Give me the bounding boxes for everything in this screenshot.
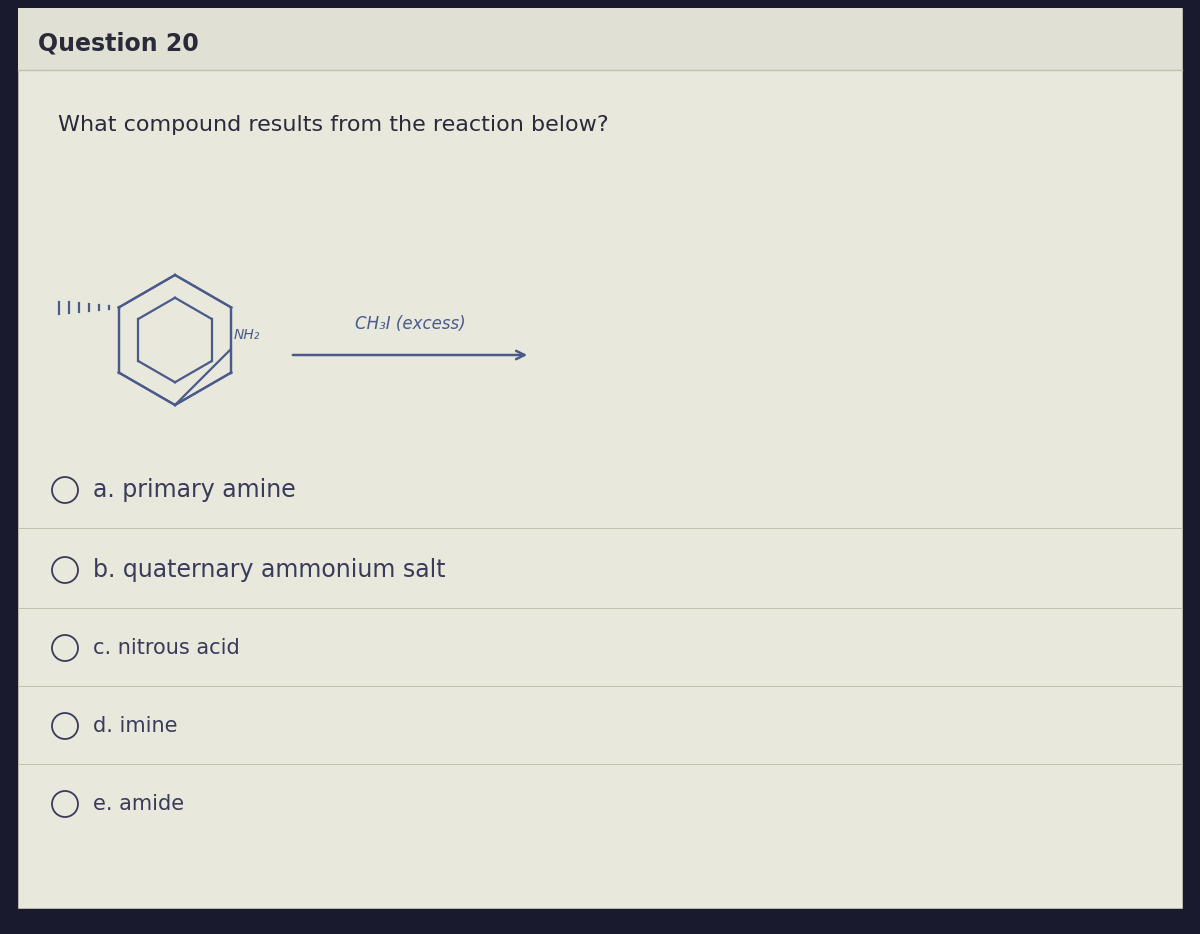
Text: CH₃I (excess): CH₃I (excess) [355,315,466,333]
Text: b. quaternary ammonium salt: b. quaternary ammonium salt [94,558,445,582]
Text: a. primary amine: a. primary amine [94,478,295,502]
FancyBboxPatch shape [18,8,1182,908]
Text: NH₂: NH₂ [234,328,260,342]
Text: d. imine: d. imine [94,716,178,736]
FancyBboxPatch shape [18,8,1182,70]
Text: e. amide: e. amide [94,794,184,814]
Text: Question 20: Question 20 [38,32,199,56]
Text: c. nitrous acid: c. nitrous acid [94,638,240,658]
Text: What compound results from the reaction below?: What compound results from the reaction … [58,115,608,135]
